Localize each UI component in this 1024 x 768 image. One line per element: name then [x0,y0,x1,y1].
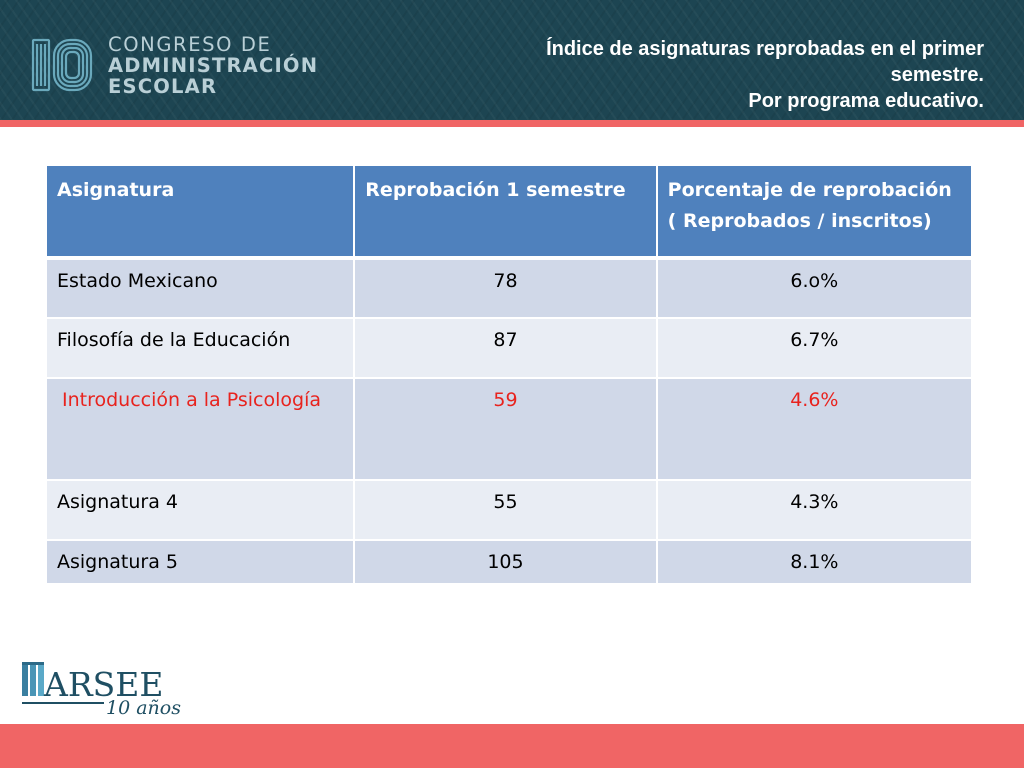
table-row: Filosofía de la Educación 87 6.7% [44,317,974,379]
table-row: Asignatura 5 105 8.1% [44,539,974,585]
table-row: Estado Mexicano 78 6.o% [44,257,974,319]
slide-title-line-1: Índice de asignaturas reprobadas en el p… [546,38,984,60]
slide-title: Índice de asignaturas reprobadas en el p… [384,36,984,114]
brand-line-2: ADMINISTRACIÓN [108,54,319,77]
table-row: Asignatura 4 55 4.3% [44,479,974,541]
column-header-percent-line-2: ( Reprobados / inscritos) [667,210,932,232]
header-accent-stripe [0,120,1024,127]
failure-rate-table: Asignatura Reprobación 1 semestre Porcen… [44,164,974,585]
failed-count-cell: 87 [353,317,658,379]
table-row-highlighted: Introducción a la Psicología 59 4.6% [44,377,974,481]
subject-cell: Introducción a la Psicología [44,377,356,481]
arsee-logo-text: ARSEE [43,665,163,704]
brand-line-1: CONGRESO DE [108,33,272,56]
brand-line-3: ESCOLAR [108,75,218,98]
footer-accent-band [0,724,1024,768]
column-header-percent: Porcentaje de reprobación ( Reprobados /… [655,164,974,259]
subject-cell: Asignatura 4 [44,479,356,541]
subject-cell: Filosofía de la Educación [44,317,356,379]
failure-percent-cell: 6.o% [655,257,974,319]
arsee-logo: ARSEE 10 años [22,662,181,719]
arsee-logo-subtext: 10 años [106,697,181,719]
failed-count-cell: 78 [353,257,658,319]
column-header-subject: Asignatura [44,164,356,259]
failed-count-cell: 59 [353,377,658,481]
column-header-subject-label: Asignatura [57,179,175,201]
subject-cell: Asignatura 5 [44,539,356,585]
column-header-failed: Reprobación 1 semestre [353,164,658,259]
congress-name: CONGRESO DE ADMINISTRACIÓN ESCOLAR [108,34,318,97]
column-header-failed-label: Reprobación 1 semestre [365,179,626,201]
header-banner: CONGRESO DE ADMINISTRACIÓN ESCOLAR Índic… [0,0,1024,120]
slide-title-line-2: semestre. [890,64,984,86]
failure-percent-cell: 8.1% [655,539,974,585]
failure-percent-cell: 4.6% [655,377,974,481]
failed-count-cell: 55 [353,479,658,541]
congress-logo: CONGRESO DE ADMINISTRACIÓN ESCOLAR [30,34,320,98]
subject-cell: Estado Mexicano [44,257,356,319]
failed-count-cell: 105 [353,539,658,585]
failure-percent-cell: 6.7% [655,317,974,379]
columns-icon [22,662,44,696]
table-header-row: Asignatura Reprobación 1 semestre Porcen… [44,164,974,259]
ten-years-mark-icon [31,38,93,92]
column-header-percent-line-1: Porcentaje de reprobación [667,179,952,201]
slide-title-line-3: Por programa educativo. [748,90,984,112]
failure-percent-cell: 4.3% [655,479,974,541]
